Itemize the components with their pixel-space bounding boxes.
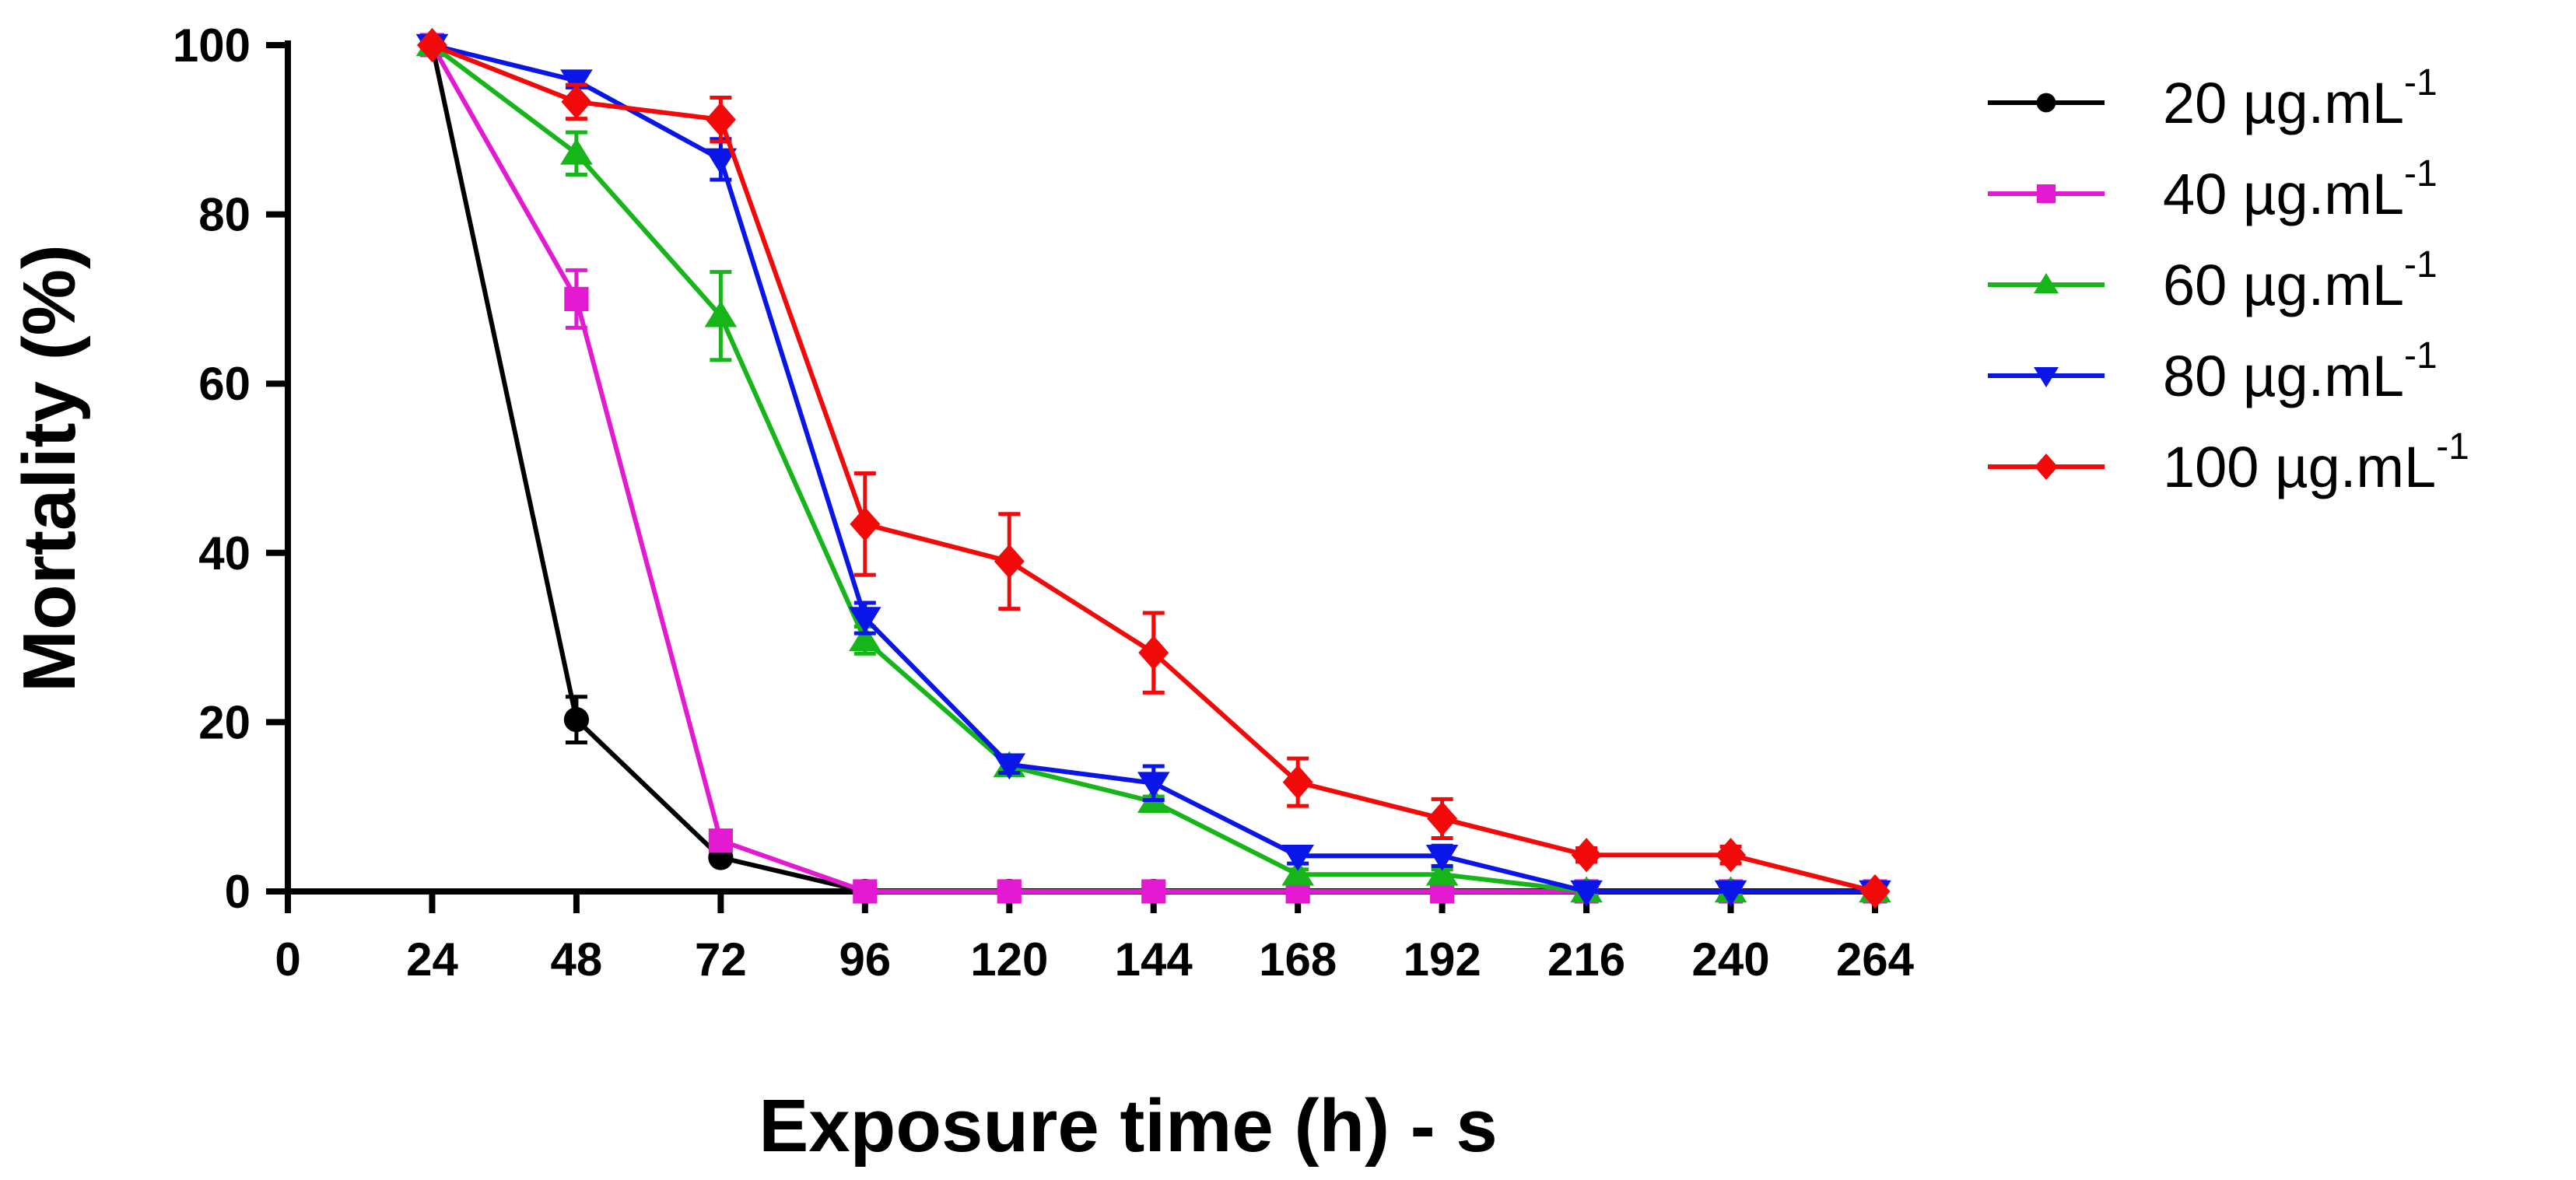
data-point <box>708 828 733 853</box>
legend-label: 80 µg.mL-1 <box>2163 335 2438 408</box>
x-axis-title: Exposure time (h) - s <box>759 1084 1498 1168</box>
data-point <box>993 753 1026 780</box>
data-point <box>994 544 1025 579</box>
x-tick-label: 144 <box>1115 933 1193 986</box>
legend-label-text: 20 µg.mL <box>2163 71 2404 135</box>
legend: 20 µg.mL-140 µg.mL-160 µg.mL-180 µg.mL-1… <box>1988 62 2469 499</box>
y-tick-label: 20 <box>198 696 251 748</box>
data-point <box>563 707 590 733</box>
legend-marker <box>2034 273 2059 293</box>
legend-label: 40 µg.mL-1 <box>2163 153 2438 226</box>
legend-label-text: 100 µg.mL <box>2163 435 2436 499</box>
x-tick-label: 216 <box>1547 933 1625 986</box>
x-tick-label: 72 <box>695 933 747 986</box>
data-point <box>704 300 738 327</box>
data-point <box>1714 880 1747 907</box>
data-point <box>705 102 736 137</box>
legend-item-2: 40 µg.mL-1 <box>1988 153 2438 226</box>
legend-label: 20 µg.mL-1 <box>2163 62 2438 135</box>
data-point <box>1281 859 1314 886</box>
data-point <box>1859 874 1891 909</box>
y-tick-label: 100 <box>173 19 251 72</box>
x-tick-label: 240 <box>1691 933 1769 986</box>
legend-marker <box>2034 367 2059 387</box>
legend-label-superscript: -1 <box>2436 426 2469 467</box>
data-point <box>1425 859 1459 886</box>
series-5 <box>416 27 1891 909</box>
legend-label: 60 µg.mL-1 <box>2163 244 2438 317</box>
legend-label-text: 40 µg.mL <box>2163 162 2404 226</box>
legend-label-superscript: -1 <box>2404 244 2438 285</box>
y-axis-title: Mortality (%) <box>8 244 91 692</box>
data-point <box>1138 636 1169 671</box>
data-point <box>1571 838 1602 873</box>
y-tick-label: 80 <box>198 189 251 241</box>
legend-item-3: 60 µg.mL-1 <box>1988 244 2438 317</box>
x-tick-label: 96 <box>839 933 891 986</box>
legend-label-text: 80 µg.mL <box>2163 344 2404 408</box>
legend-marker <box>2036 93 2056 113</box>
legend-item-4: 80 µg.mL-1 <box>1988 335 2438 408</box>
data-point <box>560 138 593 165</box>
data-point <box>1425 845 1459 871</box>
data-point <box>560 69 593 96</box>
y-tick-label: 0 <box>225 866 251 918</box>
data-point <box>704 148 738 175</box>
data-point <box>1570 880 1603 907</box>
data-point <box>850 506 881 541</box>
x-tick-label: 120 <box>970 933 1048 986</box>
data-point <box>1281 845 1314 871</box>
data-point <box>416 27 447 63</box>
axes: 0 20 40 60 80 100 0 24 48 72 96 120 144 168 192 216 240 2… <box>8 19 1915 1168</box>
x-tick-label: 0 <box>275 933 300 986</box>
legend-label: 100 µg.mL-1 <box>2163 426 2469 499</box>
data-point <box>1141 879 1166 904</box>
legend-marker <box>2037 184 2056 203</box>
data-point <box>564 286 589 311</box>
x-tick-label: 264 <box>1836 933 1915 986</box>
legend-label-superscript: -1 <box>2404 153 2438 194</box>
legend-item-1: 20 µg.mL-1 <box>1988 62 2438 135</box>
y-tick-label: 40 <box>198 527 251 579</box>
series-4 <box>415 33 1891 907</box>
data-point <box>849 625 881 652</box>
data-point <box>561 84 592 119</box>
legend-label-superscript: -1 <box>2404 62 2438 103</box>
data-point <box>1427 801 1458 836</box>
data-point <box>1137 772 1170 799</box>
series-layer <box>415 27 1891 909</box>
data-point <box>1282 765 1313 800</box>
data-point <box>997 879 1022 904</box>
legend-marker <box>2035 453 2058 480</box>
data-point <box>853 879 878 904</box>
legend-label-superscript: -1 <box>2404 335 2438 376</box>
legend-item-5: 100 µg.mL-1 <box>1988 426 2469 499</box>
y-tick-label: 60 <box>198 358 251 410</box>
data-point <box>849 607 881 634</box>
data-point <box>1716 838 1747 873</box>
x-tick-label: 168 <box>1259 933 1337 986</box>
legend-label-text: 60 µg.mL <box>2163 253 2404 317</box>
x-tick-label: 192 <box>1404 933 1481 986</box>
x-tick-label: 24 <box>406 933 458 986</box>
x-tick-label: 48 <box>551 933 603 986</box>
